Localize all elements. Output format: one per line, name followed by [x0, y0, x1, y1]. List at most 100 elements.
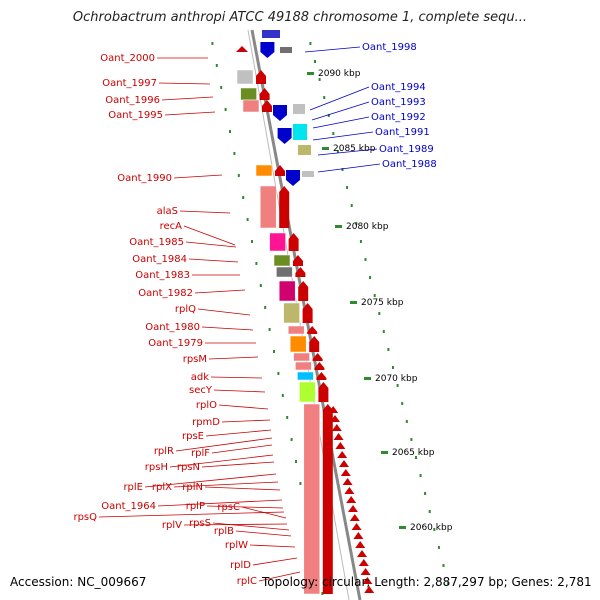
gene-label-left: rpsS: [189, 518, 211, 529]
tick-dot: [364, 258, 367, 261]
gene-label-left: rpsE: [182, 431, 204, 442]
gene-arrow-small: [340, 469, 351, 476]
gene-arrow-small: [328, 406, 339, 413]
tick-dot: [410, 438, 413, 441]
kbp-tick-mark: [322, 147, 329, 150]
gene-label-left: rplN: [182, 482, 203, 493]
gene-label-left: rplV: [162, 520, 182, 531]
label-leader-left: [212, 522, 290, 531]
tick-dot: [346, 186, 349, 189]
gene-label-left: Oant_1990: [117, 173, 172, 184]
gene-label-left: rplO: [196, 400, 217, 411]
gene-label-left: Oant_1979: [148, 338, 203, 349]
guide-dot: [286, 416, 289, 419]
guide-dot: [211, 42, 214, 45]
guide-dot: [215, 64, 218, 67]
gene-arrow-small: [339, 460, 349, 467]
gene-label-left: Oant_1983: [135, 270, 190, 281]
gene-label-left: recA: [160, 221, 183, 232]
guide-dot: [220, 86, 223, 89]
gene-arrow-small: [357, 550, 367, 557]
tick-dot: [447, 582, 450, 585]
label-leader-left: [188, 258, 239, 263]
gene-label-left: rpsC: [217, 502, 240, 513]
gene-arrow-reverse: [316, 372, 327, 380]
tick-dot: [437, 546, 440, 549]
label-leader-left: [208, 356, 259, 360]
kbp-tick-label: 2070 kbp: [375, 374, 418, 384]
label-leader-left: [98, 511, 285, 518]
tick-dot: [323, 96, 326, 99]
gene-arrow-forward: [260, 42, 275, 58]
gene-label-left: rplC: [237, 576, 257, 587]
label-leader-left: [185, 241, 237, 248]
guide-dot: [290, 438, 293, 441]
tick-dot: [401, 402, 404, 405]
gene-arrow-small: [358, 559, 369, 566]
kbp-tick-label: 2085 kbp: [333, 144, 376, 154]
gene-label-left: rplQ: [175, 304, 196, 315]
gene-label-left: rplX: [152, 482, 172, 493]
guide-dot: [233, 152, 236, 155]
gene-arrow-reverse: [275, 165, 285, 176]
gene-arrow-small: [351, 523, 362, 530]
gene-arrow-small: [348, 505, 358, 512]
gene-box: [283, 302, 300, 324]
label-leader-right: [311, 101, 370, 121]
gene-label-left: rplB: [214, 526, 234, 537]
gene-arrow-small: [344, 487, 355, 494]
label-leader-left: [205, 429, 272, 437]
label-leader-left: [218, 404, 269, 410]
tick-dot: [442, 564, 445, 567]
gene-label-right: Oant_1989: [379, 144, 434, 155]
map-title: Ochrobactrum anthropi ATCC 49188 chromos…: [72, 10, 528, 25]
gene-arrow-reverse: [279, 186, 290, 228]
guide-dot: [295, 460, 297, 463]
label-leader-left: [258, 571, 301, 582]
gene-label-left: Oant_1982: [138, 288, 193, 299]
label-leader-left: [204, 486, 281, 491]
gene-box: [236, 69, 254, 85]
gene-arrow-reverse: [314, 362, 325, 370]
guide-dot: [259, 284, 262, 287]
topology-text: Topology: circular; Length: 2,887,297 bp…: [262, 575, 592, 589]
gene-box: [255, 164, 273, 177]
kbp-tick-label: 2090 kbp: [318, 69, 361, 79]
gene-box: [276, 266, 293, 278]
label-leader-left: [201, 326, 254, 331]
label-leader-left: [157, 499, 283, 507]
gene-label-left: rplR: [154, 446, 174, 457]
label-leader-left: [183, 225, 236, 246]
gene-label-right: Oant_1998: [362, 42, 417, 53]
tick-dot: [336, 150, 339, 153]
gene-arrow-small: [360, 568, 371, 575]
guide-dot: [273, 350, 275, 353]
gene-arrow-reverse: [307, 326, 318, 334]
accession-text: Accession: NC_009667: [10, 575, 147, 589]
label-leader-right: [309, 86, 370, 111]
gene-arrow-small: [337, 451, 348, 458]
label-leader-left: [179, 210, 231, 214]
label-leader-right: [312, 116, 370, 129]
gene-arrow-reverse: [312, 353, 323, 361]
tick-dot: [350, 204, 353, 207]
gene-label-left: Oant_1984: [132, 254, 187, 265]
guide-dot: [237, 174, 240, 177]
gene-label-left: rplF: [191, 448, 210, 459]
label-leader-right: [312, 131, 374, 141]
gene-label-left: Oant_1964: [101, 501, 156, 512]
tick-dot: [405, 420, 408, 423]
gene-arrow-small: [349, 514, 360, 521]
gene-arrow-forward: [277, 128, 292, 144]
label-leader-left: [197, 308, 251, 316]
gene-arrow-small: [333, 433, 344, 440]
kbp-tick-mark: [364, 377, 371, 380]
gene-box: [273, 254, 291, 267]
gene-box-right: [280, 47, 292, 53]
tick-dot: [309, 42, 312, 45]
guide-dot: [224, 108, 227, 111]
gene-label-left: alaS: [157, 206, 178, 217]
gene-label-right: Oant_1988: [382, 159, 437, 170]
